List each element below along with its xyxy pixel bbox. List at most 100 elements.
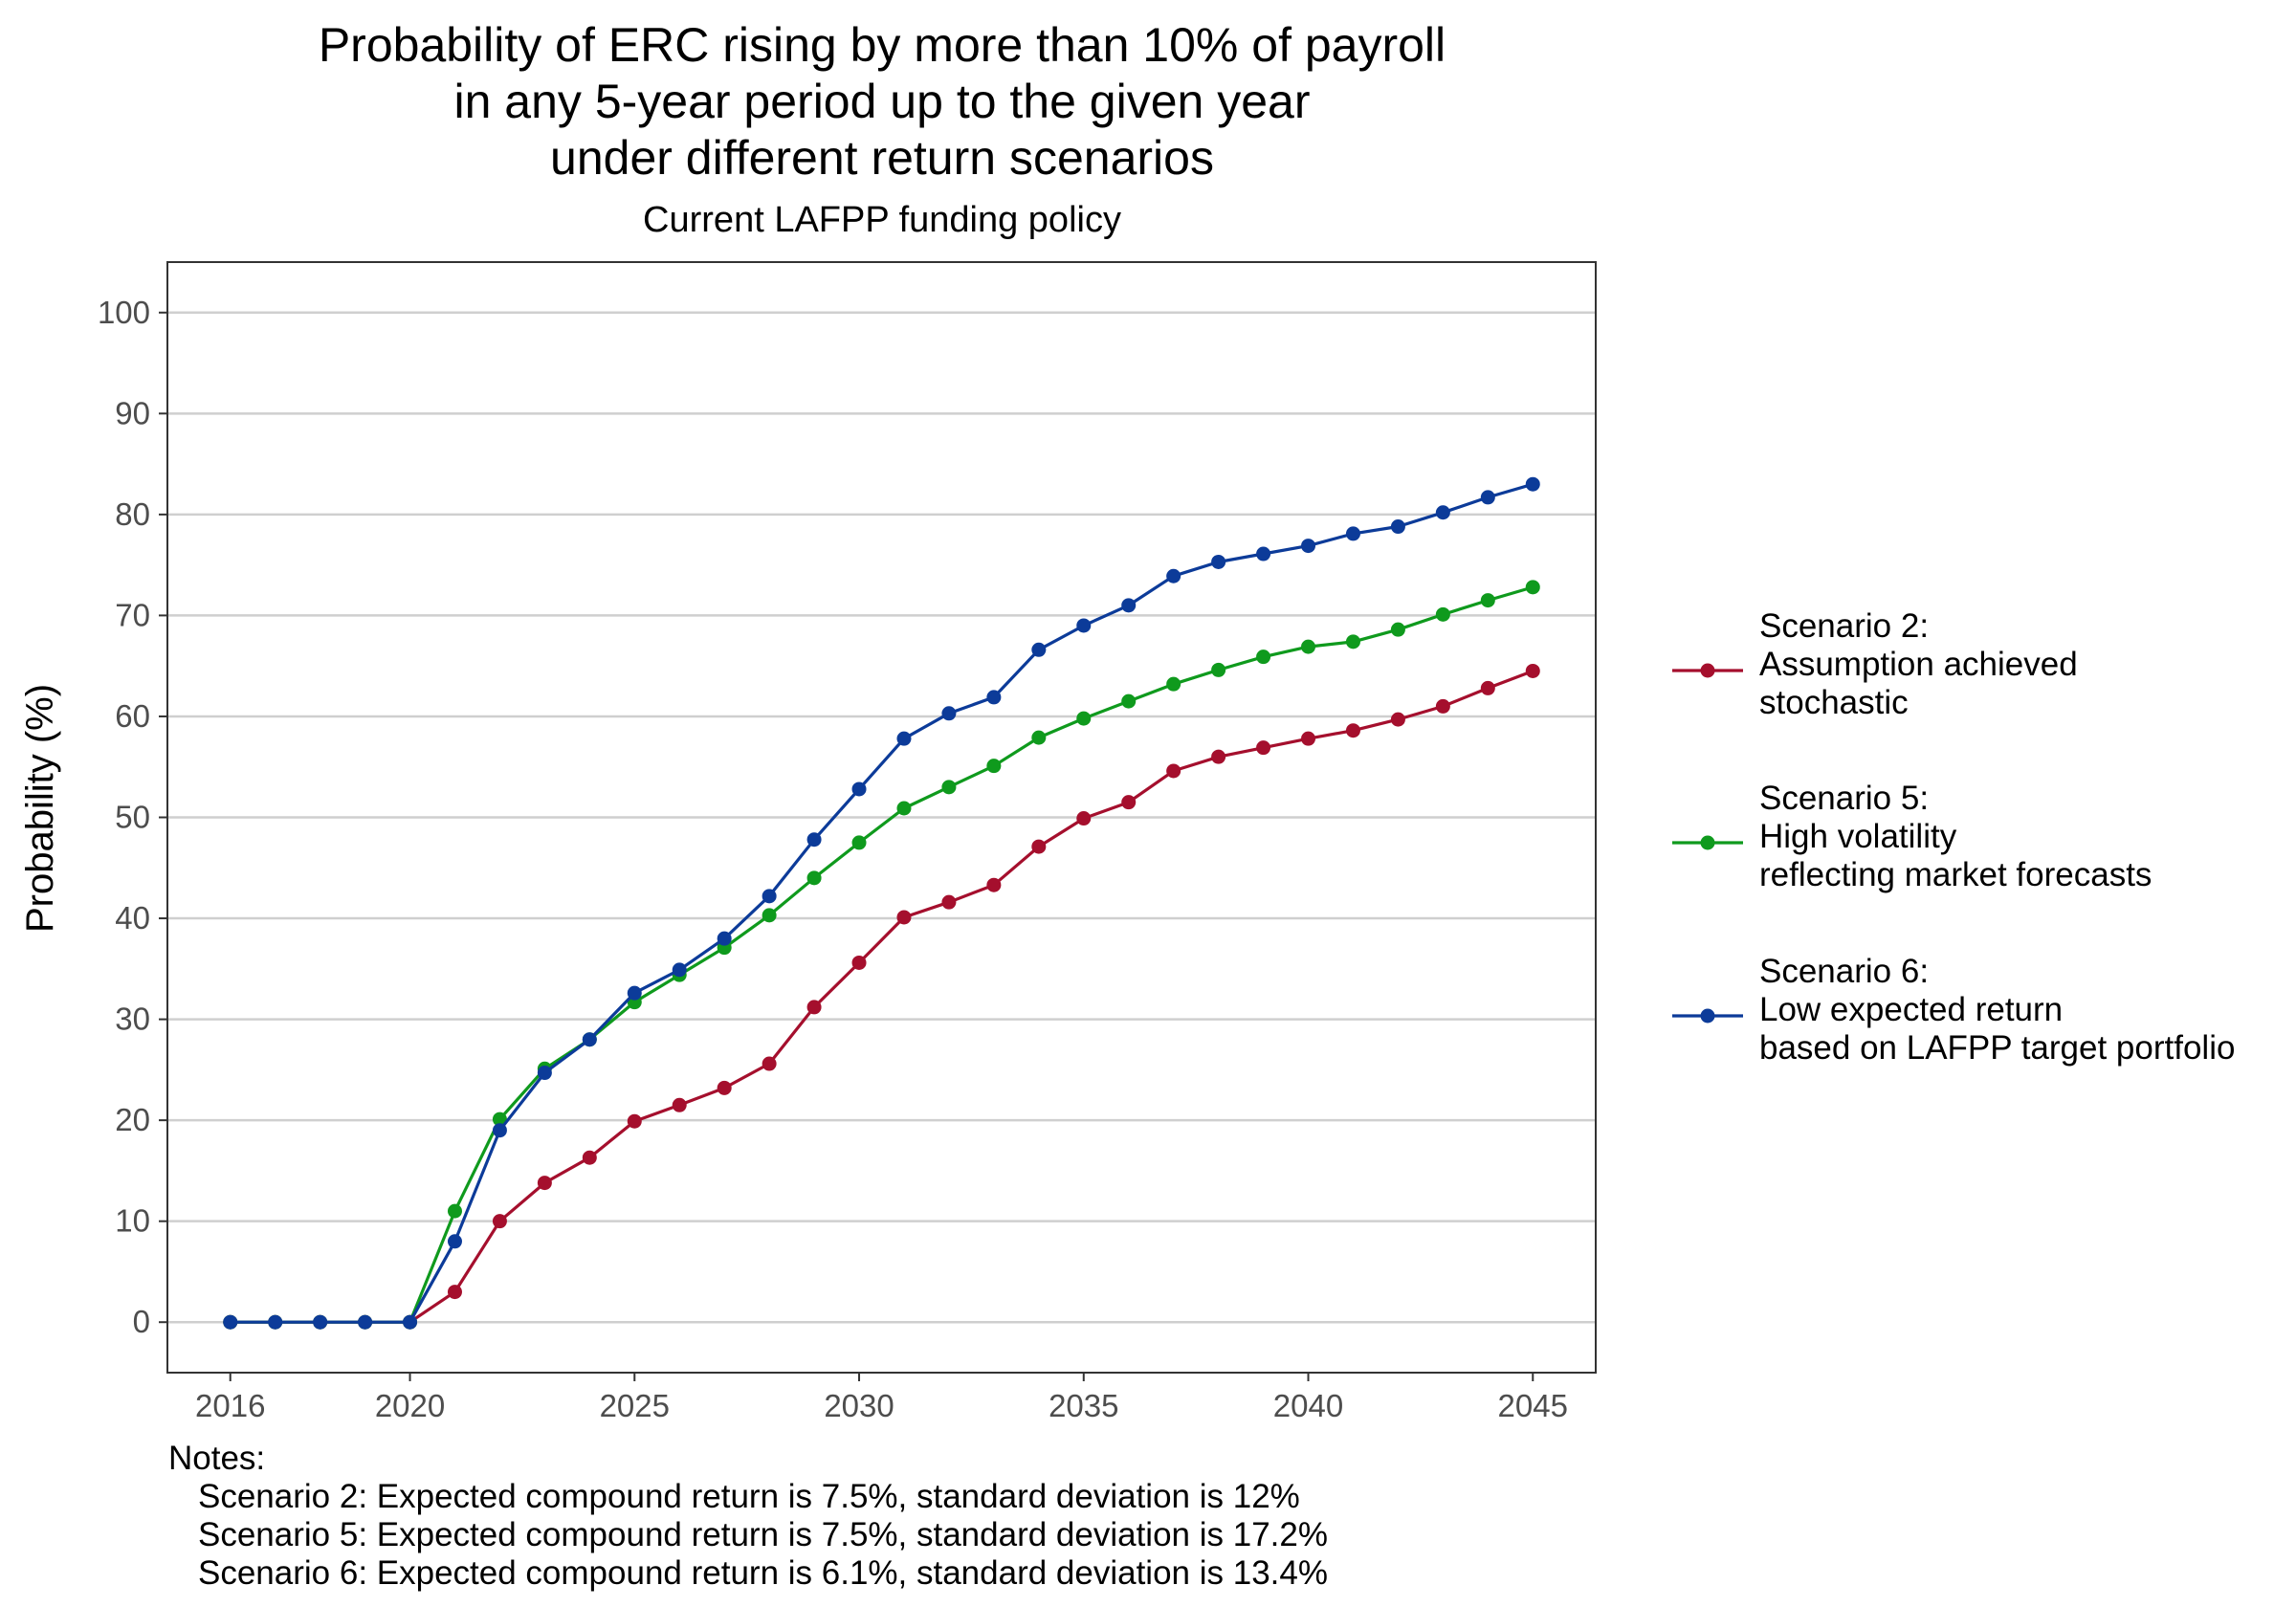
data-point-s2-2040 bbox=[1301, 639, 1316, 654]
data-point-s3-2036 bbox=[1121, 598, 1137, 613]
legend-label-1-line-1: Scenario 2: bbox=[1759, 607, 1929, 645]
x-axis: 2016 2020 2025 2030 2035 2040 2045 bbox=[195, 1373, 1568, 1423]
series-2 bbox=[223, 580, 1540, 1330]
note-line-scenario-2: Scenario 2: Expected compound return is … bbox=[198, 1478, 1300, 1515]
data-point-s2-2028 bbox=[762, 908, 777, 923]
y-tick-label-50: 50 bbox=[115, 800, 150, 835]
data-point-s1-2040 bbox=[1301, 731, 1316, 746]
legend-label-3-line-2: Low expected return bbox=[1759, 991, 2063, 1028]
legend-key-point-1 bbox=[1700, 663, 1715, 678]
y-tick-label-60: 60 bbox=[115, 698, 150, 734]
data-point-s1-2041 bbox=[1345, 723, 1360, 738]
legend-label-2-line-3: reflecting market forecasts bbox=[1759, 856, 2152, 893]
data-point-s2-2042 bbox=[1390, 622, 1405, 637]
chart-subtitle: Current LAFPP funding policy bbox=[643, 200, 1121, 240]
data-point-s1-2043 bbox=[1435, 698, 1450, 714]
y-tick-label-70: 70 bbox=[115, 597, 150, 632]
plot-panel-border bbox=[166, 261, 1597, 1374]
y-tick-label-30: 30 bbox=[115, 1002, 150, 1037]
data-point-s2-2044 bbox=[1480, 593, 1495, 608]
y-tick-label-20: 20 bbox=[115, 1102, 150, 1137]
data-point-s2-2041 bbox=[1345, 634, 1360, 649]
data-point-s2-2029 bbox=[806, 870, 822, 886]
data-point-s2-2045 bbox=[1525, 580, 1540, 595]
y-tick-label-10: 10 bbox=[115, 1203, 150, 1239]
chart-title-line-1: Probability of ERC rising by more than 1… bbox=[319, 18, 1446, 72]
data-point-s3-2021 bbox=[447, 1234, 462, 1249]
data-point-s3-2028 bbox=[762, 889, 777, 904]
data-point-s2-2036 bbox=[1121, 693, 1137, 709]
data-point-s2-2035 bbox=[1076, 711, 1092, 726]
x-tick-label-2016: 2016 bbox=[195, 1388, 265, 1423]
data-point-s3-2031 bbox=[896, 731, 912, 746]
data-point-s3-2043 bbox=[1435, 505, 1450, 520]
data-point-s1-2027 bbox=[717, 1080, 732, 1095]
data-point-s1-2030 bbox=[851, 955, 867, 970]
legend-key-point-2 bbox=[1700, 835, 1715, 850]
data-point-s1-2031 bbox=[896, 910, 912, 925]
x-tick-label-2045: 2045 bbox=[1498, 1388, 1568, 1423]
y-axis-title: Probability (%) bbox=[19, 684, 61, 933]
data-point-s3-2024 bbox=[582, 1032, 597, 1047]
data-point-s2-2030 bbox=[851, 835, 867, 850]
data-point-s3-2027 bbox=[717, 931, 732, 946]
data-point-s2-2038 bbox=[1211, 662, 1226, 677]
data-point-s1-2037 bbox=[1166, 763, 1181, 779]
data-point-s3-2033 bbox=[986, 690, 1002, 705]
data-point-s3-2026 bbox=[672, 962, 687, 978]
y-tick-label-0: 0 bbox=[133, 1304, 150, 1339]
data-point-s1-2044 bbox=[1480, 680, 1495, 695]
data-point-s3-2020 bbox=[403, 1314, 418, 1330]
y-tick-label-80: 80 bbox=[115, 496, 150, 532]
note-line-scenario-6: Scenario 6: Expected compound return is … bbox=[198, 1554, 1328, 1592]
data-point-s1-2036 bbox=[1121, 795, 1137, 810]
data-point-s2-2037 bbox=[1166, 676, 1181, 692]
data-point-s3-2016 bbox=[223, 1314, 238, 1330]
data-point-s2-2033 bbox=[986, 759, 1002, 774]
data-point-s1-2039 bbox=[1256, 740, 1271, 756]
data-point-s3-2041 bbox=[1345, 526, 1360, 541]
series-lines bbox=[223, 476, 1540, 1330]
data-point-s1-2026 bbox=[672, 1097, 687, 1112]
data-point-s3-2017 bbox=[268, 1314, 283, 1330]
legend-label-3-line-1: Scenario 6: bbox=[1759, 953, 1929, 990]
data-point-s2-2031 bbox=[896, 801, 912, 816]
data-point-s1-2034 bbox=[1031, 839, 1047, 854]
data-point-s1-2023 bbox=[537, 1176, 552, 1191]
data-point-s1-2033 bbox=[986, 877, 1002, 892]
legend-key-point-3 bbox=[1700, 1008, 1715, 1024]
data-point-s3-2022 bbox=[492, 1123, 507, 1138]
data-point-s3-2045 bbox=[1525, 476, 1540, 492]
y-tick-label-40: 40 bbox=[115, 900, 150, 936]
data-point-s3-2018 bbox=[313, 1314, 328, 1330]
chart-title-line-3: under different return scenarios bbox=[550, 131, 1214, 185]
data-point-s1-2024 bbox=[582, 1150, 597, 1165]
gridlines bbox=[167, 311, 1596, 1324]
data-point-s3-2038 bbox=[1211, 554, 1226, 569]
legend-label-2-line-2: High volatility bbox=[1759, 818, 1957, 855]
data-point-s2-2032 bbox=[941, 780, 957, 795]
data-point-s3-2037 bbox=[1166, 568, 1181, 583]
data-point-s2-2022 bbox=[492, 1112, 507, 1127]
x-tick-label-2035: 2035 bbox=[1049, 1388, 1118, 1423]
data-point-s2-2043 bbox=[1435, 606, 1450, 622]
data-point-s3-2034 bbox=[1031, 642, 1047, 657]
data-point-s2-2021 bbox=[447, 1203, 462, 1219]
legend-label-2-line-1: Scenario 5: bbox=[1759, 780, 1929, 817]
x-tick-label-2020: 2020 bbox=[375, 1388, 445, 1423]
data-point-s2-2039 bbox=[1256, 649, 1271, 665]
data-point-s1-2022 bbox=[492, 1214, 507, 1229]
legend-label-1-line-2: Assumption achieved bbox=[1759, 646, 2078, 683]
y-axis: 0 10 20 30 40 50 60 70 80 90 100 bbox=[98, 295, 167, 1339]
data-point-s1-2035 bbox=[1076, 811, 1092, 826]
chart-title-line-2: in any 5-year period up to the given yea… bbox=[454, 75, 1311, 128]
chart-notes: Notes: Scenario 2: Expected compound ret… bbox=[168, 1440, 1328, 1592]
legend: Scenario 2:Assumption achievedstochastic… bbox=[1672, 607, 2235, 1067]
data-point-s1-2032 bbox=[941, 894, 957, 910]
data-point-s1-2028 bbox=[762, 1056, 777, 1071]
data-point-s3-2029 bbox=[806, 832, 822, 848]
